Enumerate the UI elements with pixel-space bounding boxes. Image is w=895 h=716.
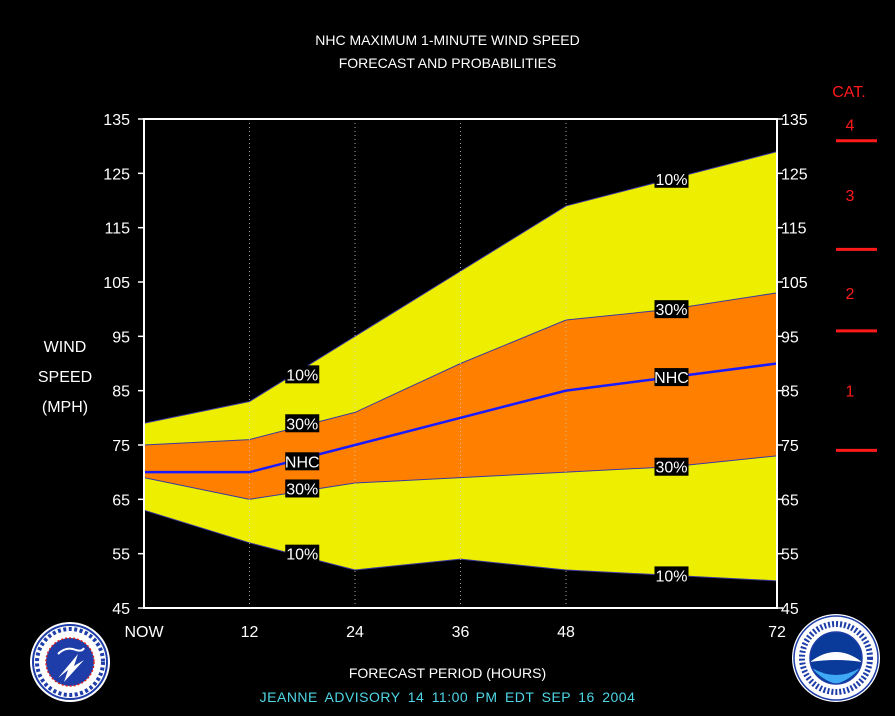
band-label-box-4 (285, 479, 320, 498)
band-label-10: 10% (655, 568, 687, 585)
y-tick-label-right-45: 45 (781, 601, 799, 618)
x-tick-label-12: 12 (241, 624, 259, 641)
band-label-9: 30% (655, 460, 687, 477)
x-tick-label-24: 24 (346, 624, 364, 641)
y-tick-label-left-135: 135 (103, 112, 130, 129)
x-tick-label-NOW: NOW (124, 624, 164, 641)
y-tick-label-left-115: 115 (104, 221, 130, 238)
band-label-3: NHC (285, 454, 320, 471)
y-tick-label-right-55: 55 (781, 547, 799, 564)
y-tick-label-left-95: 95 (112, 329, 130, 346)
y-axis-label-wind: WIND (43, 339, 87, 356)
y-tick-label-right-75: 75 (781, 438, 799, 455)
band-label-box-7 (654, 300, 689, 319)
chart-title-line-2: FORECAST AND PROBABILITIES (338, 55, 557, 71)
y-tick-label-left-55: 55 (112, 547, 130, 564)
x-tick-label-72: 72 (768, 624, 786, 641)
band-label-4: 30% (286, 481, 318, 498)
y-axis-label-speed: SPEED (37, 369, 93, 386)
y-tick-label-left-105: 105 (103, 275, 130, 292)
band-label-6: 10% (655, 172, 687, 189)
band-label-7: 30% (655, 302, 687, 319)
advisory-text: JEANNE ADVISORY 14 11:00 PM EDT SEP 16 2… (259, 689, 636, 705)
plot-frame (143, 118, 778, 609)
category-title: CAT. (832, 84, 865, 101)
y-axis-label-mph: (MPH) (41, 399, 89, 416)
y-tick-label-right-135: 135 (781, 112, 808, 129)
band-label-box-10 (654, 566, 689, 585)
y-tick-label-right-105: 105 (781, 275, 808, 292)
y-tick-label-right-65: 65 (781, 492, 799, 509)
y-tick-label-left-65: 65 (112, 492, 130, 509)
y-tick-label-left-85: 85 (112, 384, 130, 401)
band-label-box-9 (654, 457, 689, 476)
national-weather-service-logo (30, 622, 110, 702)
y-tick-label-right-115: 115 (781, 221, 807, 238)
band-label-box-3 (285, 452, 320, 471)
category-label-4: 4 (846, 117, 855, 134)
band-label-box-1 (285, 365, 320, 384)
band-30-percent (144, 292, 777, 500)
y-tick-label-left-45: 45 (112, 601, 130, 618)
category-label-2: 2 (846, 286, 855, 303)
noaa-logo (792, 614, 880, 702)
y-tick-label-right-85: 85 (781, 384, 799, 401)
x-axis-label: FORECAST PERIOD (HOURS) (348, 665, 547, 681)
y-tick-label-right-125: 125 (781, 166, 808, 183)
band-label-5: 10% (286, 547, 318, 564)
y-tick-label-left-75: 75 (112, 438, 130, 455)
band-label-box-6 (654, 169, 689, 188)
category-label-3: 3 (846, 188, 855, 205)
band-label-2: 30% (286, 416, 318, 433)
band-label-1: 10% (286, 367, 318, 384)
x-tick-label-36: 36 (452, 624, 470, 641)
band-label-box-5 (285, 544, 320, 563)
band-label-box-8 (654, 368, 689, 387)
y-tick-label-right-95: 95 (781, 329, 799, 346)
x-tick-label-48: 48 (557, 624, 575, 641)
category-label-1: 1 (846, 384, 855, 401)
y-tick-label-left-125: 125 (103, 166, 130, 183)
chart-title-line-1: NHC MAXIMUM 1-MINUTE WIND SPEED (315, 32, 580, 48)
band-label-box-2 (285, 414, 320, 433)
band-label-8: NHC (654, 370, 689, 387)
